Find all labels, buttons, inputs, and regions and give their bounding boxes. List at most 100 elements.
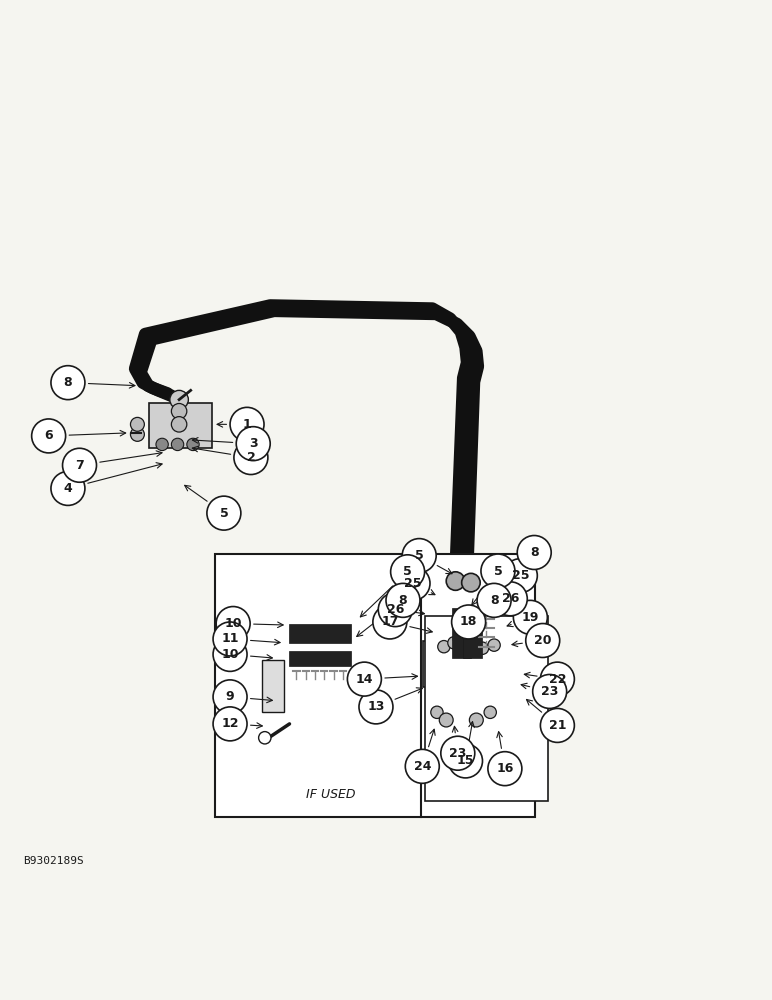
Text: 22: 22 bbox=[549, 673, 566, 686]
Circle shape bbox=[170, 390, 188, 409]
Circle shape bbox=[359, 690, 393, 724]
Text: 5: 5 bbox=[219, 507, 229, 520]
Circle shape bbox=[213, 637, 247, 671]
Circle shape bbox=[477, 583, 511, 617]
FancyBboxPatch shape bbox=[290, 624, 351, 643]
Circle shape bbox=[373, 605, 407, 639]
Circle shape bbox=[378, 593, 412, 627]
Circle shape bbox=[517, 536, 551, 569]
Circle shape bbox=[51, 366, 85, 400]
FancyBboxPatch shape bbox=[262, 660, 284, 712]
Text: 11: 11 bbox=[222, 632, 239, 645]
Text: 23: 23 bbox=[541, 685, 558, 698]
Circle shape bbox=[540, 708, 574, 742]
Circle shape bbox=[213, 622, 247, 656]
Circle shape bbox=[234, 441, 268, 475]
Circle shape bbox=[466, 641, 479, 653]
Circle shape bbox=[130, 417, 144, 431]
Circle shape bbox=[484, 706, 496, 718]
Circle shape bbox=[32, 419, 66, 453]
Circle shape bbox=[503, 559, 537, 593]
Circle shape bbox=[441, 736, 475, 770]
FancyBboxPatch shape bbox=[423, 641, 469, 687]
Circle shape bbox=[213, 707, 247, 741]
Circle shape bbox=[63, 448, 96, 482]
Text: 7: 7 bbox=[75, 459, 84, 472]
Circle shape bbox=[396, 566, 430, 600]
Circle shape bbox=[533, 674, 567, 708]
Text: 25: 25 bbox=[405, 577, 422, 590]
Text: 21: 21 bbox=[549, 719, 566, 732]
FancyBboxPatch shape bbox=[452, 608, 471, 658]
FancyBboxPatch shape bbox=[425, 616, 548, 801]
Text: 5: 5 bbox=[493, 565, 503, 578]
FancyBboxPatch shape bbox=[477, 641, 531, 687]
Text: 16: 16 bbox=[496, 762, 513, 775]
Text: 6: 6 bbox=[44, 429, 53, 442]
FancyBboxPatch shape bbox=[290, 651, 351, 666]
Circle shape bbox=[448, 637, 460, 649]
Text: 10: 10 bbox=[225, 617, 242, 630]
Circle shape bbox=[391, 555, 425, 589]
Text: 19: 19 bbox=[522, 611, 539, 624]
Circle shape bbox=[171, 417, 187, 432]
Circle shape bbox=[453, 633, 466, 645]
Circle shape bbox=[438, 641, 450, 653]
Circle shape bbox=[488, 639, 500, 651]
Text: 13: 13 bbox=[367, 700, 384, 713]
Text: 20: 20 bbox=[534, 634, 551, 647]
Circle shape bbox=[446, 572, 465, 590]
Circle shape bbox=[513, 600, 547, 634]
Circle shape bbox=[171, 438, 184, 451]
Text: 2: 2 bbox=[246, 451, 256, 464]
Text: 14: 14 bbox=[356, 673, 373, 686]
Text: 24: 24 bbox=[414, 760, 431, 773]
Text: 8: 8 bbox=[398, 594, 408, 607]
Circle shape bbox=[207, 496, 241, 530]
Text: 1: 1 bbox=[242, 418, 252, 431]
Circle shape bbox=[439, 713, 453, 727]
Circle shape bbox=[476, 642, 489, 654]
Circle shape bbox=[130, 427, 144, 441]
Text: 10: 10 bbox=[222, 648, 239, 661]
Circle shape bbox=[488, 752, 522, 786]
Circle shape bbox=[171, 403, 187, 419]
Circle shape bbox=[481, 554, 515, 588]
FancyBboxPatch shape bbox=[215, 554, 535, 817]
Circle shape bbox=[187, 438, 199, 451]
Text: 26: 26 bbox=[502, 592, 519, 605]
Circle shape bbox=[347, 662, 381, 696]
Text: B9302189S: B9302189S bbox=[23, 856, 84, 866]
Text: 15: 15 bbox=[457, 754, 474, 767]
Circle shape bbox=[405, 749, 439, 783]
Circle shape bbox=[236, 427, 270, 461]
Circle shape bbox=[230, 407, 264, 441]
Circle shape bbox=[431, 706, 443, 718]
Text: 3: 3 bbox=[249, 437, 258, 450]
Circle shape bbox=[452, 605, 486, 639]
Text: 25: 25 bbox=[512, 569, 529, 582]
Text: 23: 23 bbox=[449, 747, 466, 760]
Text: 9: 9 bbox=[225, 690, 235, 703]
Circle shape bbox=[469, 713, 483, 727]
Circle shape bbox=[540, 662, 574, 696]
Text: 26: 26 bbox=[387, 603, 404, 616]
Text: 4: 4 bbox=[63, 482, 73, 495]
Circle shape bbox=[213, 680, 247, 714]
Circle shape bbox=[402, 539, 436, 573]
Text: IF USED: IF USED bbox=[306, 788, 355, 801]
Circle shape bbox=[259, 732, 271, 744]
FancyBboxPatch shape bbox=[463, 608, 482, 658]
Text: 18: 18 bbox=[460, 615, 477, 628]
Circle shape bbox=[51, 471, 85, 505]
Circle shape bbox=[463, 633, 476, 645]
Text: 8: 8 bbox=[530, 546, 539, 559]
Circle shape bbox=[462, 573, 480, 592]
Circle shape bbox=[449, 744, 482, 778]
Text: 12: 12 bbox=[222, 717, 239, 730]
Circle shape bbox=[156, 438, 168, 451]
Text: 5: 5 bbox=[415, 549, 424, 562]
FancyBboxPatch shape bbox=[149, 403, 212, 448]
Text: 8: 8 bbox=[63, 376, 73, 389]
Circle shape bbox=[386, 583, 420, 617]
